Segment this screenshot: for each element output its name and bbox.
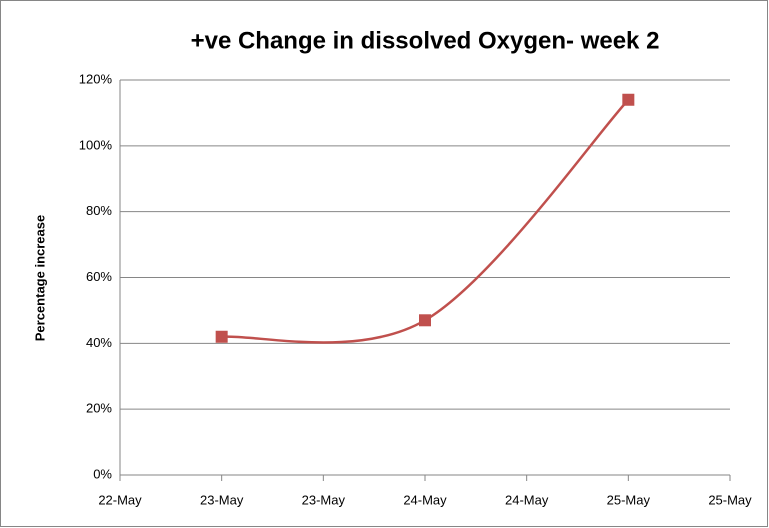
data-point [215, 330, 228, 343]
y-tick-label: 60% [86, 269, 112, 284]
y-tick-label: 0% [93, 466, 112, 481]
y-axis-label: Percentage increase [32, 215, 47, 341]
y-tick-label: 40% [86, 335, 112, 350]
x-tick-label: 23-May [302, 492, 346, 507]
data-point [419, 314, 431, 327]
x-tick-label: 25-May [607, 492, 651, 507]
y-tick-label: 80% [86, 203, 112, 218]
y-tick-label: 20% [86, 401, 112, 416]
x-tick-label: 23-May [200, 492, 244, 507]
y-tick-label: 120% [79, 71, 113, 86]
x-tick-label: 24-May [403, 492, 447, 507]
x-tick-label: 22-May [98, 492, 142, 507]
x-tick-label: 25-May [708, 492, 752, 507]
data-point [622, 93, 635, 106]
y-tick-label: 100% [79, 137, 113, 152]
x-tick-label: 24-May [505, 492, 549, 507]
chart-title: +ve Change in dissolved Oxygen- week 2 [191, 27, 660, 54]
